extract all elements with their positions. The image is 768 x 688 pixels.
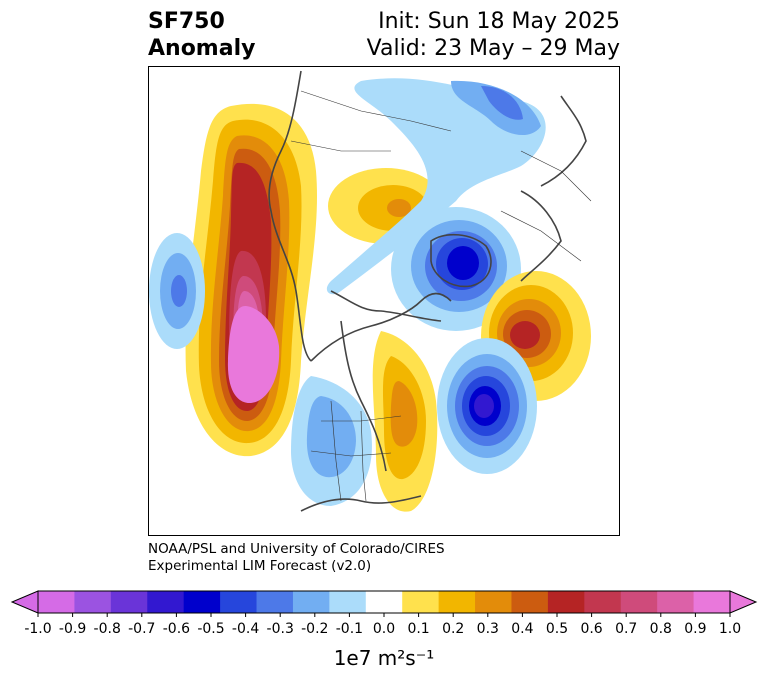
colorbar-tick-label: 0.6: [580, 621, 602, 637]
colorbar-bin: [38, 591, 75, 613]
colorbar-bin: [220, 591, 258, 613]
colorbar-tick-label: 0.8: [650, 621, 672, 637]
colorbar-tick-label: -0.3: [267, 621, 294, 637]
colorbar-bin: [329, 591, 367, 613]
colorbar-bin: [438, 591, 476, 613]
credit-line-1: NOAA/PSL and University of Colorado/CIRE…: [148, 541, 445, 557]
colorbar-tick-label: -0.9: [59, 621, 86, 637]
country-borders: [290, 90, 592, 502]
anomaly-map-svg: [149, 70, 592, 512]
plot-title: SF750 Anomaly: [148, 8, 255, 62]
colorbar-tick-label: -0.2: [301, 621, 328, 637]
colorbar-bin: [183, 591, 221, 613]
colorbar-bin: [110, 591, 148, 613]
valid-date: Valid: 23 May – 29 May: [366, 36, 620, 61]
date-info: Init: Sun 18 May 2025 Valid: 23 May – 29…: [367, 8, 620, 62]
western-us-negative-anomaly: [291, 376, 372, 506]
credit-line-2: Experimental LIM Forecast (v2.0): [148, 558, 372, 574]
colorbar-over-arrow: [729, 590, 758, 614]
colorbar-bin: [620, 591, 658, 613]
colorbar-bin: [511, 591, 549, 613]
colorbar-tick-label: 0.4: [511, 621, 533, 637]
colorbar-tick-label: 0.9: [684, 621, 706, 637]
colorbar-units: 1e7 m²s⁻¹: [333, 646, 435, 670]
colorbar-bin: [547, 591, 585, 613]
colorbar-tick-label: 0.0: [373, 621, 395, 637]
colorbar-bin: [475, 591, 512, 613]
variable-name: SF750: [148, 9, 225, 34]
pacific-positive-anomaly: [185, 103, 318, 457]
atlantic-negative-anomaly: [437, 338, 537, 474]
eastern-north-america-positive-anomaly: [372, 331, 438, 512]
colorbar-tick-label: 0.3: [477, 621, 499, 637]
colorbar-tick-label: 0.2: [442, 621, 464, 637]
colorbar-bin: [147, 591, 185, 613]
anomaly-label: Anomaly: [148, 36, 256, 61]
anomaly-map: [148, 66, 620, 536]
coastlines: [268, 70, 587, 512]
colorbar-tick-label: -0.1: [336, 621, 363, 637]
colorbar-bin: [256, 591, 294, 613]
colorbar-bin: [292, 591, 330, 613]
colorbar: -1.0 -0.9 -0.8 -0.7 -0.6 -0.5 -0.4 -0.3 -0.2 -0.1…: [10, 590, 758, 637]
colorbar-tick-label: 0.1: [407, 621, 429, 637]
colorbar-bin: [693, 591, 731, 613]
colorbar-under-arrow: [10, 590, 39, 614]
colorbar-bin: [657, 591, 695, 613]
asia-negative-anomaly: [361, 231, 481, 281]
colorbar-tick-label: -0.4: [232, 621, 259, 637]
colorbar-bin: [74, 591, 112, 613]
colorbar-tick-label: -0.8: [94, 621, 121, 637]
colorbar-tick-label: 1.0: [719, 621, 741, 637]
colorbar-bin: [365, 591, 403, 613]
colorbar-bin: [584, 591, 622, 613]
colorbar-tick-label: -0.5: [197, 621, 224, 637]
colorbar-bin: [402, 591, 440, 613]
data-credit: NOAA/PSL and University of Colorado/CIRE…: [148, 541, 445, 575]
central-pacific-negative-anomaly: [149, 233, 205, 349]
colorbar-tick-label: 0.5: [546, 621, 568, 637]
colorbar-tick-label: 0.7: [615, 621, 637, 637]
colorbar-tick-label: -1.0: [24, 621, 51, 637]
init-date: Init: Sun 18 May 2025: [378, 9, 620, 34]
colorbar-tick-label: -0.7: [128, 621, 155, 637]
colorbar-tick-label: -0.6: [163, 621, 190, 637]
